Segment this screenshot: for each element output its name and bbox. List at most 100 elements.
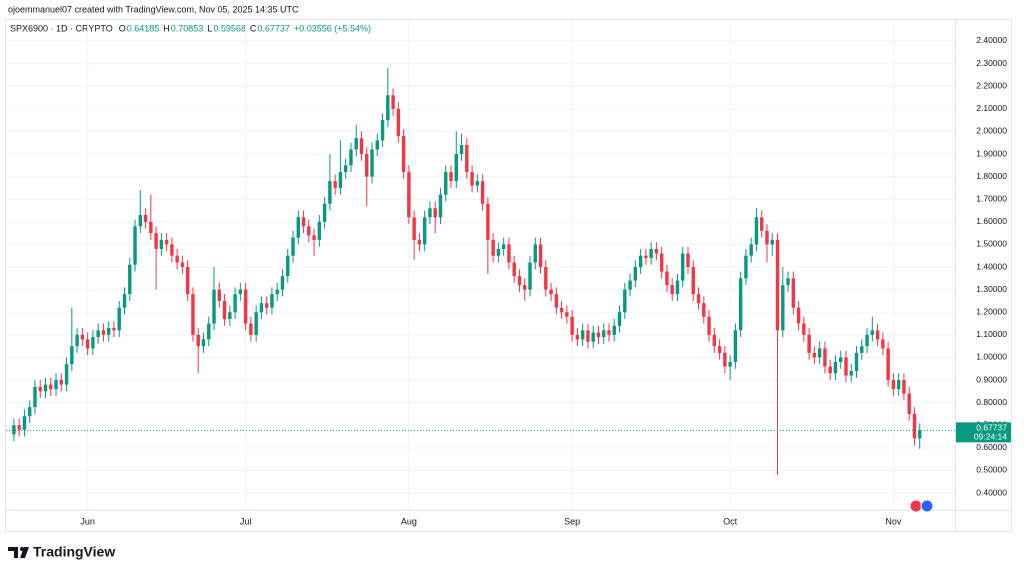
candle-body bbox=[354, 138, 358, 150]
y-tick-label: 0.60000 bbox=[976, 442, 1007, 452]
candle-body bbox=[475, 181, 480, 186]
candle-body bbox=[817, 348, 822, 358]
candle-body bbox=[407, 172, 411, 218]
candle-body bbox=[733, 330, 738, 362]
y-tick-label: 2.30000 bbox=[976, 58, 1007, 68]
candle-body bbox=[496, 248, 501, 256]
candle-body bbox=[228, 312, 232, 320]
candle-body bbox=[738, 278, 743, 331]
y-tick-label: 1.60000 bbox=[976, 216, 1007, 226]
candle-body bbox=[243, 289, 248, 324]
candle-body bbox=[907, 393, 911, 414]
candle-body bbox=[844, 357, 848, 376]
candle-body bbox=[533, 244, 537, 263]
candle-body bbox=[501, 244, 506, 249]
candle-body bbox=[333, 181, 337, 188]
candle-body bbox=[575, 334, 580, 340]
candle-body bbox=[49, 384, 53, 390]
candle-body bbox=[459, 144, 464, 155]
candle-body bbox=[649, 248, 653, 258]
y-tick-label: 2.20000 bbox=[976, 80, 1007, 90]
candle-body bbox=[602, 330, 606, 338]
candle-body bbox=[786, 278, 790, 286]
candle-body bbox=[728, 361, 732, 367]
candle-body bbox=[175, 255, 179, 263]
candle-body bbox=[33, 386, 37, 408]
y-tick-label: 2.40000 bbox=[976, 35, 1007, 45]
candle-body bbox=[607, 330, 611, 335]
y-tick-label: 0.50000 bbox=[976, 465, 1007, 475]
candle-body bbox=[559, 307, 564, 313]
brand-logo: TradingView bbox=[8, 544, 115, 560]
candle-body bbox=[275, 289, 279, 295]
candle-body bbox=[259, 303, 264, 313]
candle-body bbox=[359, 138, 364, 155]
y-tick-label: 1.70000 bbox=[976, 193, 1007, 203]
candle-body bbox=[723, 352, 727, 367]
candle-body bbox=[507, 244, 511, 263]
candle-body bbox=[654, 248, 659, 254]
candle-body bbox=[365, 154, 369, 177]
flag-icon bbox=[920, 499, 934, 513]
candle-body bbox=[112, 328, 116, 331]
candle-body bbox=[891, 380, 896, 390]
candle-body bbox=[665, 271, 669, 286]
x-tick-label: Jun bbox=[80, 516, 95, 526]
candle-body bbox=[412, 217, 416, 240]
candle-body bbox=[912, 413, 917, 439]
candle-body bbox=[675, 280, 680, 295]
candle-body bbox=[222, 300, 227, 320]
candle-body bbox=[807, 334, 811, 353]
last-price-label: 0.67737 bbox=[976, 423, 1007, 433]
candle-body bbox=[80, 334, 85, 340]
brand: TradingView bbox=[33, 544, 115, 560]
candle-body bbox=[428, 208, 432, 218]
candle-body bbox=[860, 346, 864, 353]
candle-body bbox=[12, 425, 16, 435]
candle-body bbox=[301, 217, 306, 227]
candle-body bbox=[91, 337, 95, 349]
candle-body bbox=[712, 334, 717, 347]
candle-body bbox=[343, 165, 348, 173]
candle-body bbox=[149, 221, 153, 234]
candle-body bbox=[286, 255, 290, 277]
candle-body bbox=[580, 330, 585, 340]
candle-body bbox=[570, 316, 574, 335]
candle-body bbox=[791, 278, 796, 308]
legend-value: 0.64185 bbox=[127, 23, 160, 33]
candle-body bbox=[875, 330, 880, 340]
candle-body bbox=[170, 244, 174, 256]
y-tick-label: 1.30000 bbox=[976, 284, 1007, 294]
candle-body bbox=[438, 194, 443, 218]
candle-body bbox=[454, 154, 458, 182]
x-tick-label: Aug bbox=[401, 516, 417, 526]
candle-body bbox=[117, 307, 121, 331]
candle-body bbox=[70, 346, 74, 365]
candle-body bbox=[781, 285, 785, 331]
candle-body bbox=[796, 307, 801, 324]
y-tick-label: 1.80000 bbox=[976, 171, 1007, 181]
candle-body bbox=[549, 289, 553, 295]
candle-body bbox=[185, 267, 190, 295]
y-tick-label: 2.00000 bbox=[976, 126, 1007, 136]
candle-body bbox=[870, 330, 875, 335]
candle-body bbox=[22, 416, 27, 430]
candle-body bbox=[212, 289, 216, 324]
candle-body bbox=[201, 339, 206, 347]
candle-body bbox=[322, 203, 327, 222]
candle-body bbox=[681, 253, 685, 281]
candle-body bbox=[238, 289, 243, 295]
legend-change: +0.03556 (+5.54%) bbox=[294, 23, 371, 33]
candle-body bbox=[59, 380, 64, 385]
candle-body bbox=[523, 285, 527, 290]
candle-body bbox=[881, 339, 885, 349]
candle-body bbox=[143, 215, 148, 222]
candles bbox=[6, 68, 955, 475]
candle-body bbox=[280, 276, 285, 290]
candle-body bbox=[291, 237, 295, 256]
candle-body bbox=[596, 332, 601, 338]
candle-body bbox=[122, 294, 127, 308]
candle-body bbox=[54, 380, 58, 390]
grid bbox=[6, 15, 955, 510]
